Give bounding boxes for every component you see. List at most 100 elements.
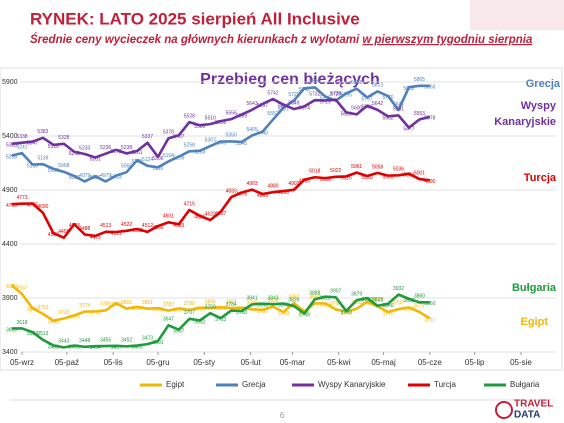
data-label: 5206 [152,156,163,162]
series-line [11,84,430,183]
data-label: 3852 [111,302,122,308]
data-label: 5765 [320,96,331,102]
data-label: 3849 [278,302,289,308]
data-label: 5732 [309,91,320,97]
data-label: 5051 [403,173,414,179]
logo-line1: TRAVEL [514,399,553,410]
data-label: 3618 [16,320,27,326]
data-label: 5556 [226,110,237,116]
data-label: 3711 [424,317,435,323]
data-label: 3800 [351,300,362,306]
y-tick-label: 3400 [2,349,18,356]
x-tick-label: 05-kwi [327,358,350,367]
data-label: 3810 [194,307,205,313]
logo-line2: DATA [514,410,540,421]
y-tick-label: 4400 [2,241,18,248]
data-label: 5649 [288,100,299,106]
data-label: 4475 [90,235,101,241]
data-label: 3452 [121,338,132,344]
data-label: 3769 [278,311,289,317]
data-label: 3813 [403,306,414,312]
data-label: 5347 [27,141,38,147]
data-label: 3443 [58,339,69,345]
series-line [11,293,430,349]
data-label: 5643 [247,101,258,107]
data-label: 5261 [131,150,142,156]
data-label: 5553 [414,111,425,117]
data-label: 4769 [6,203,17,209]
data-label: 5736 [330,91,341,97]
data-label: 5865 [424,85,435,91]
data-label: 5850 [309,79,320,85]
data-label: 3513 [37,331,48,337]
data-label: 3455 [100,337,111,343]
legend-label: Wyspy Kanaryjskie [318,380,386,389]
data-label: 5742 [267,90,278,96]
data-label: 3790 [257,309,268,315]
data-label: 3770 [382,311,393,317]
data-label: 3900 [362,297,373,303]
data-label: 5033 [111,175,122,181]
data-label: 5218 [6,155,17,161]
data-label: 3692 [194,319,205,325]
data-label: 5272 [111,149,122,155]
data-label: 5697 [257,103,268,109]
data-label: 4511 [111,231,122,237]
data-label: 4661 [194,215,205,221]
data-label: 3850 [320,302,331,308]
chart-title: Przebieg cen bieżących [200,71,380,88]
data-label: 3806 [152,307,163,313]
data-label: 5238 [121,145,132,151]
data-label: 5139 [37,156,48,162]
data-label: 5770 [382,95,393,101]
data-label: 5029 [69,175,80,181]
data-label: 5036 [393,167,404,173]
data-label: 4697 [215,211,226,217]
subtitle-emphasis: w pierwszym tygodniu sierpnia [362,34,533,46]
data-label: 3774 [79,303,90,309]
data-label: 5552 [267,111,278,117]
data-label: 3739 [69,314,80,320]
data-label: 3690 [48,320,59,326]
data-label: 5328 [58,135,69,141]
data-label: 3879 [351,292,362,298]
data-label: 3461 [48,344,59,350]
data-label: 3932 [393,286,404,292]
data-label: 5528 [184,114,195,120]
data-label: 3707 [184,310,195,316]
data-label: 5500 [194,124,205,130]
series-side-label: Egipt [520,316,549,328]
data-label: 5349 [215,140,226,146]
data-label: 4715 [184,201,195,207]
legend-label: Egipt [166,380,185,389]
data-label: 4513 [100,223,111,229]
data-label: 3773 [341,311,352,317]
logo-icon [495,401,513,419]
data-label: 5690 [278,104,289,110]
data-label: 5477 [403,127,414,133]
data-label: 5641 [393,101,404,107]
data-label: 5582 [382,115,393,121]
data-label: 5022 [330,168,341,174]
data-label: 5674 [299,105,310,111]
data-label: 5201 [90,156,101,162]
data-label: 3783 [163,302,174,308]
data-label: 3841 [247,296,258,302]
data-label: 4488 [79,226,90,232]
data-label: 3618 [6,327,17,333]
data-label: 3865 [362,301,373,307]
data-label: 5110 [153,166,164,172]
data-label: 5018 [309,169,320,175]
data-label: 4890 [278,190,289,196]
data-label: 4979 [79,173,90,179]
y-tick-label: 4900 [2,187,18,194]
data-label: 3817 [131,306,142,312]
data-label: 3647 [163,317,174,323]
data-label: 4876 [236,192,247,198]
x-tick-label: 05-cze [418,358,443,367]
data-label: 5813 [372,83,383,89]
data-label: 3460 [131,344,142,350]
data-label: 3850 [309,295,320,301]
series-side-label: Wyspy Kanaryjskie [494,100,556,128]
